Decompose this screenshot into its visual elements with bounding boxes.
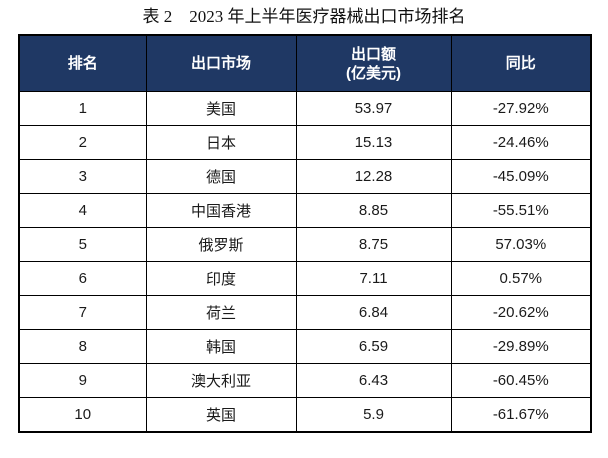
amount-cell: 6.43	[295, 363, 452, 398]
table-row: 3 德国 12.28 -45.09%	[18, 159, 592, 194]
export-ranking-table: 排名 出口市场 出口额 (亿美元) 同比 1 美国 53.97 -27.92% 2 日本 1…	[18, 34, 592, 433]
rank-cell: 2	[18, 125, 147, 160]
market-cell: 中国香港	[145, 193, 297, 228]
market-cell: 俄罗斯	[145, 227, 297, 262]
table-row: 8 韩国 6.59 -29.89%	[18, 329, 592, 364]
amount-cell: 6.84	[295, 295, 452, 330]
amount-cell: 53.97	[295, 91, 452, 126]
market-cell: 印度	[145, 261, 297, 296]
col-header-yoy-label: 同比	[505, 55, 536, 72]
amount-cell: 8.85	[295, 193, 452, 228]
table-row: 10 英国 5.9 -61.67%	[18, 397, 592, 433]
yoy-cell: -29.89%	[450, 329, 592, 364]
col-header-amount-label-line2: (亿美元)	[346, 64, 401, 82]
amount-cell: 15.13	[295, 125, 452, 160]
market-cell: 德国	[145, 159, 297, 194]
market-cell: 韩国	[145, 329, 297, 364]
yoy-cell: -60.45%	[450, 363, 592, 398]
amount-cell: 12.28	[295, 159, 452, 194]
header-row: 排名 出口市场 出口额 (亿美元) 同比	[18, 34, 592, 92]
col-header-market: 出口市场	[145, 34, 297, 92]
yoy-cell: -27.92%	[450, 91, 592, 126]
col-header-rank-label: 排名	[67, 55, 98, 72]
col-header-rank: 排名	[18, 34, 147, 92]
amount-cell: 6.59	[295, 329, 452, 364]
yoy-cell: 0.57%	[450, 261, 592, 296]
table-row: 7 荷兰 6.84 -20.62%	[18, 295, 592, 330]
table-caption: 表 2 2023 年上半年医疗器械出口市场排名	[142, 7, 466, 26]
rank-cell: 3	[18, 159, 147, 194]
amount-cell: 8.75	[295, 227, 452, 262]
market-cell: 澳大利亚	[145, 363, 297, 398]
yoy-cell: -24.46%	[450, 125, 592, 160]
market-cell: 日本	[145, 125, 297, 160]
market-cell: 美国	[145, 91, 297, 126]
col-header-amount-label-line1: 出口额	[350, 45, 396, 63]
col-header-amount: 出口额 (亿美元)	[295, 34, 452, 92]
table-header: 排名 出口市场 出口额 (亿美元) 同比	[18, 34, 592, 92]
yoy-cell: -45.09%	[450, 159, 592, 194]
yoy-cell: -55.51%	[450, 193, 592, 228]
market-cell: 英国	[145, 397, 297, 433]
rank-cell: 1	[18, 91, 147, 126]
col-header-yoy: 同比	[450, 34, 592, 92]
rank-cell: 5	[18, 227, 147, 262]
rank-cell: 8	[18, 329, 147, 364]
table-row: 1 美国 53.97 -27.92%	[18, 91, 592, 126]
yoy-cell: -61.67%	[450, 397, 592, 433]
table-row: 6 印度 7.11 0.57%	[18, 261, 592, 296]
yoy-cell: 57.03%	[450, 227, 592, 262]
rank-cell: 9	[18, 363, 147, 398]
rank-cell: 10	[18, 397, 147, 433]
yoy-cell: -20.62%	[450, 295, 592, 330]
amount-cell: 7.11	[295, 261, 452, 296]
col-header-market-label: 出口市场	[190, 55, 251, 72]
rank-cell: 6	[18, 261, 147, 296]
amount-cell: 5.9	[295, 397, 452, 433]
table-body: 1 美国 53.97 -27.92% 2 日本 15.13 -24.46% 3 德国 12.28 -4…	[18, 91, 592, 433]
table-row: 9 澳大利亚 6.43 -60.45%	[18, 363, 592, 398]
table-row: 5 俄罗斯 8.75 57.03%	[18, 227, 592, 262]
table-row: 2 日本 15.13 -24.46%	[18, 125, 592, 160]
market-cell: 荷兰	[145, 295, 297, 330]
table-row: 4 中国香港 8.85 -55.51%	[18, 193, 592, 228]
rank-cell: 4	[18, 193, 147, 228]
rank-cell: 7	[18, 295, 147, 330]
